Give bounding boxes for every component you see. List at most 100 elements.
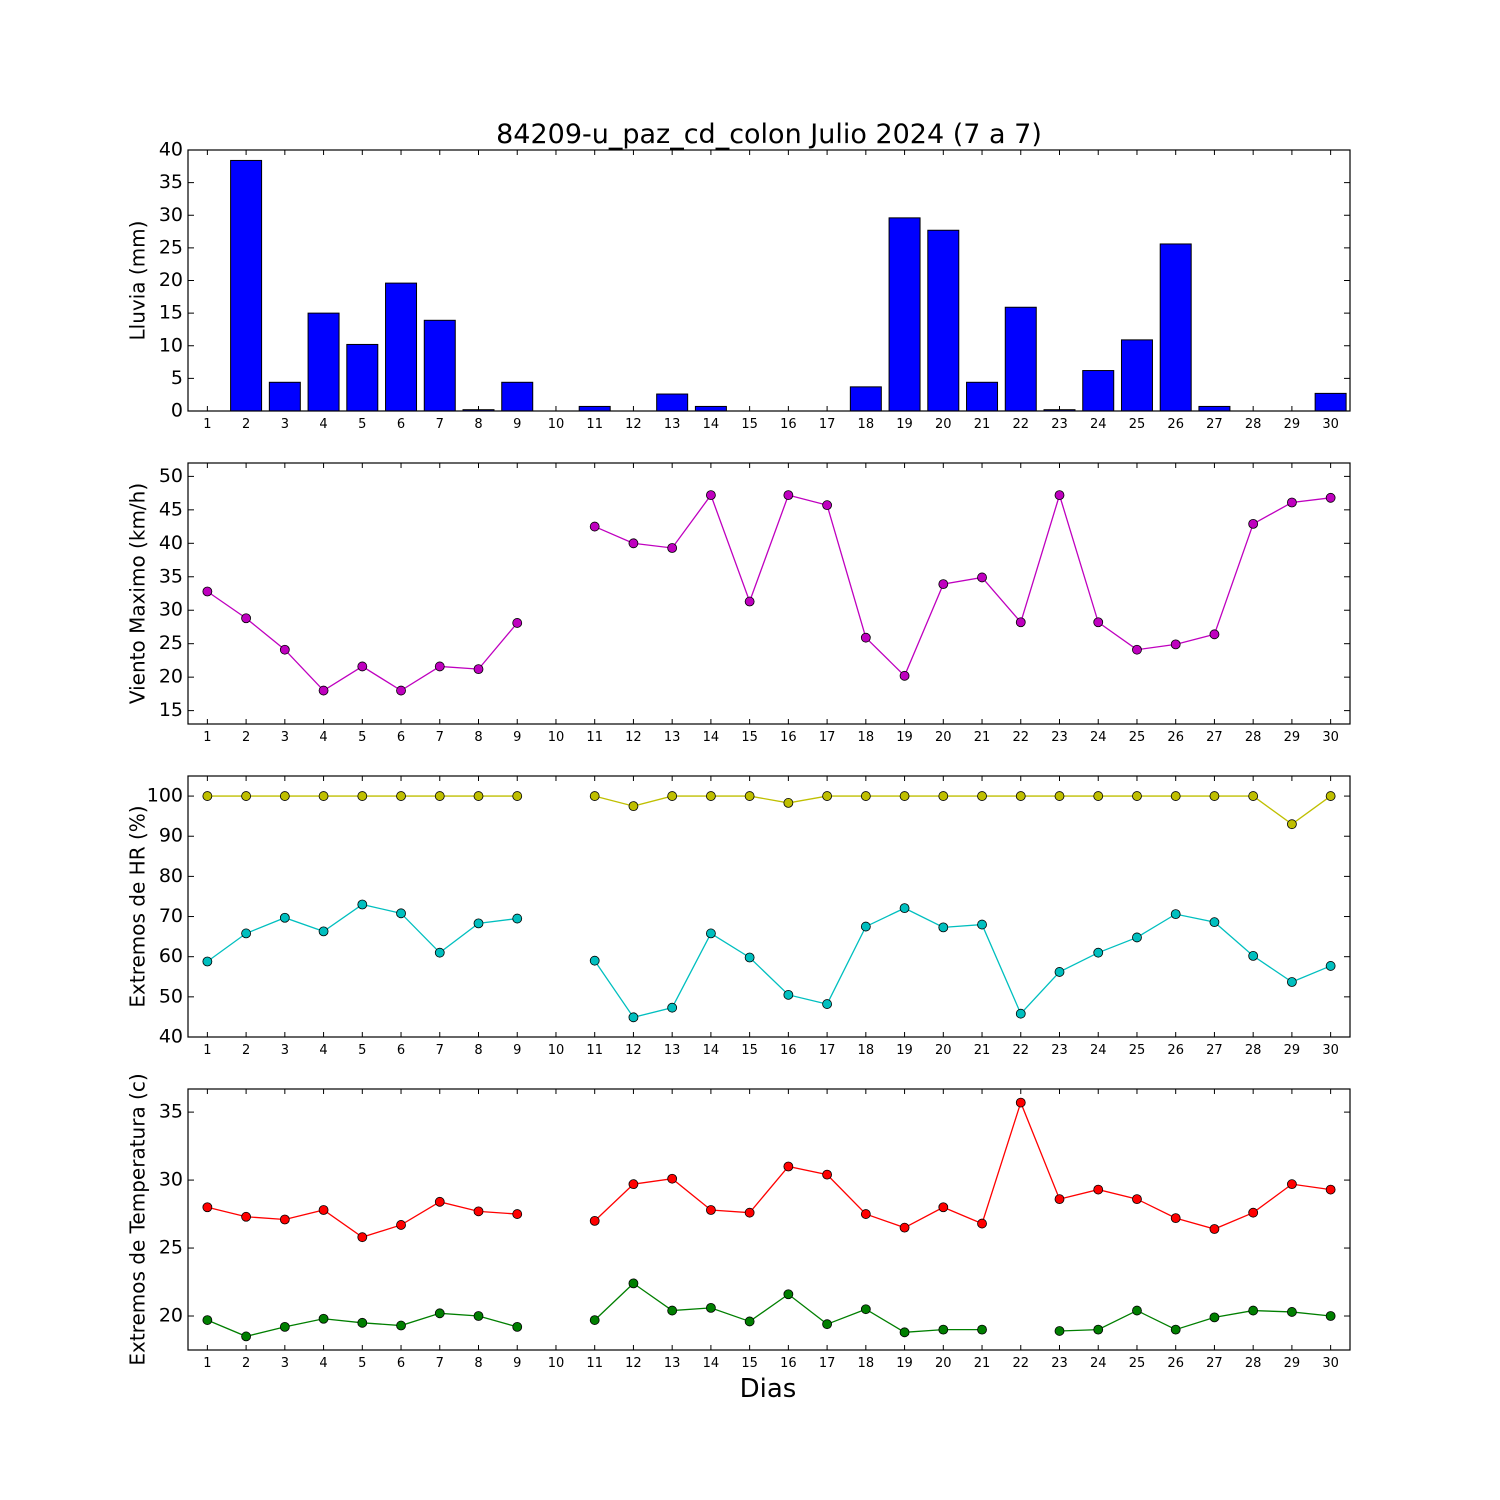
data-point xyxy=(1054,791,1065,801)
x-tick-label: 23 xyxy=(1051,1043,1068,1058)
y-tick-label: 35 xyxy=(159,565,183,587)
x-tick-label: 9 xyxy=(513,730,521,745)
x-tick-label: 30 xyxy=(1322,417,1339,432)
y-tick-label: 25 xyxy=(159,1237,183,1259)
data-point xyxy=(241,928,252,939)
data-point xyxy=(589,521,600,532)
data-point xyxy=(589,1315,600,1325)
x-tick-label: 16 xyxy=(780,417,797,432)
data-point xyxy=(706,1302,716,1313)
bar xyxy=(1082,370,1115,412)
data-point xyxy=(202,1315,213,1325)
data-point xyxy=(357,661,368,672)
data-point xyxy=(279,644,290,655)
data-point xyxy=(706,1205,716,1215)
y-axis-label: Lluvia (mm) xyxy=(126,221,150,341)
x-tick-label: 2 xyxy=(242,1356,250,1371)
x-tick-label: 17 xyxy=(819,730,836,745)
x-tick-label: 2 xyxy=(242,417,250,432)
data-point xyxy=(744,1207,755,1218)
data-point xyxy=(434,1196,445,1207)
x-tick-label: 26 xyxy=(1167,1356,1184,1371)
x-tick-label: 22 xyxy=(1012,730,1029,745)
x-tick-label: 17 xyxy=(819,417,836,432)
x-tick-label: 6 xyxy=(397,1356,405,1371)
x-tick-label: 28 xyxy=(1245,730,1262,745)
x-tick-label: 6 xyxy=(397,730,405,745)
y-tick-label: 100 xyxy=(147,785,183,807)
y-tick-label: 0 xyxy=(171,400,183,422)
data-point xyxy=(589,955,600,966)
data-point xyxy=(628,538,639,549)
data-point xyxy=(667,543,678,553)
data-point xyxy=(1287,819,1297,830)
data-point xyxy=(1093,947,1104,958)
y-axis-label: Extremos de HR (%) xyxy=(126,805,150,1007)
y-tick-label: 25 xyxy=(159,632,183,654)
data-point xyxy=(434,947,445,958)
x-tick-label: 11 xyxy=(586,417,603,432)
data-point xyxy=(279,1214,290,1225)
data-point xyxy=(1170,639,1181,650)
x-axis-label: Dias xyxy=(740,1374,797,1404)
bar xyxy=(346,343,379,412)
y-tick-label: 45 xyxy=(159,498,183,520)
x-tick-label: 18 xyxy=(858,417,875,432)
data-point xyxy=(1325,1184,1336,1195)
x-tick-label: 11 xyxy=(586,1043,603,1058)
x-tick-label: 4 xyxy=(319,417,327,432)
data-point xyxy=(899,670,910,681)
x-tick-label: 21 xyxy=(974,417,991,432)
x-tick-label: 14 xyxy=(703,1356,720,1371)
data-point xyxy=(1248,1305,1259,1316)
y-axis-label: Viento Maximo (km/h) xyxy=(126,483,150,704)
y-tick-label: 60 xyxy=(159,945,183,967)
bar xyxy=(966,381,999,412)
data-point xyxy=(860,791,871,801)
x-tick-label: 14 xyxy=(703,1043,720,1058)
y-tick-label: 15 xyxy=(159,699,183,721)
x-tick-label: 1 xyxy=(203,1043,211,1058)
x-tick-label: 26 xyxy=(1167,730,1184,745)
x-tick-label: 8 xyxy=(474,1356,482,1371)
x-tick-label: 13 xyxy=(664,730,681,745)
bar xyxy=(849,386,882,412)
plot-frame xyxy=(187,775,1351,1038)
data-point xyxy=(318,791,329,801)
bar xyxy=(385,282,418,412)
data-point xyxy=(822,791,832,801)
data-point xyxy=(977,572,987,583)
data-point xyxy=(357,791,368,801)
x-tick-label: 3 xyxy=(281,1043,289,1058)
x-tick-label: 27 xyxy=(1206,417,1223,432)
data-point xyxy=(1248,950,1259,961)
x-tick-label: 8 xyxy=(474,730,482,745)
x-tick-label: 20 xyxy=(935,1356,952,1371)
data-point xyxy=(667,1305,678,1316)
data-point xyxy=(1015,617,1026,628)
data-point xyxy=(1248,791,1259,801)
data-point xyxy=(1287,497,1297,508)
y-tick-label: 30 xyxy=(159,1169,183,1191)
data-point xyxy=(241,791,252,801)
x-tick-label: 1 xyxy=(203,730,211,745)
data-point xyxy=(744,1316,755,1327)
x-tick-label: 5 xyxy=(358,1043,366,1058)
x-tick-label: 29 xyxy=(1284,730,1301,745)
y-tick-label: 15 xyxy=(159,302,183,324)
data-point xyxy=(1325,492,1336,503)
data-point xyxy=(977,1218,987,1229)
data-point xyxy=(667,791,678,801)
x-tick-label: 24 xyxy=(1090,1043,1107,1058)
data-point xyxy=(279,1321,290,1332)
x-tick-label: 15 xyxy=(741,1043,758,1058)
x-tick-label: 23 xyxy=(1051,730,1068,745)
x-tick-label: 5 xyxy=(358,1356,366,1371)
series-line xyxy=(594,1100,1331,1230)
data-point xyxy=(357,899,368,910)
data-point xyxy=(1209,1312,1220,1323)
bar xyxy=(230,159,263,412)
x-tick-label: 8 xyxy=(474,1043,482,1058)
y-tick-label: 40 xyxy=(159,532,183,554)
x-tick-label: 9 xyxy=(513,1356,521,1371)
